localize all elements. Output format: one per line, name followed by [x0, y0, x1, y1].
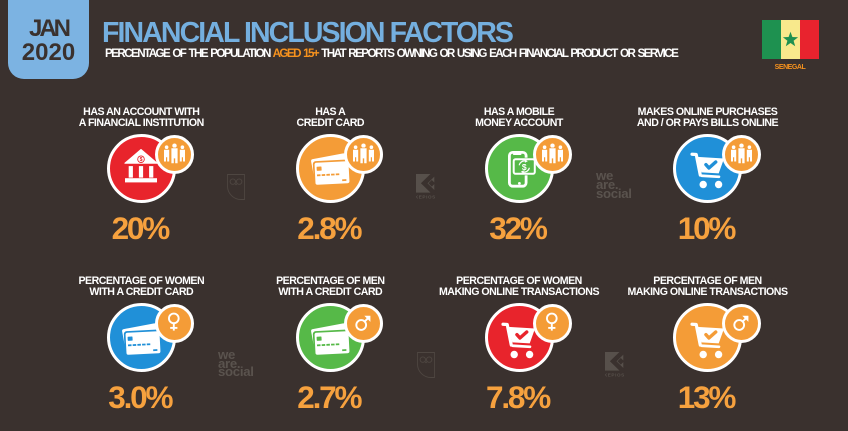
svg-text:$: $ — [140, 157, 143, 163]
svg-text:KEPIOS: KEPIOS — [605, 372, 625, 377]
svg-text:KEPIOS: KEPIOS — [416, 195, 436, 200]
svg-text:$: $ — [522, 162, 527, 172]
